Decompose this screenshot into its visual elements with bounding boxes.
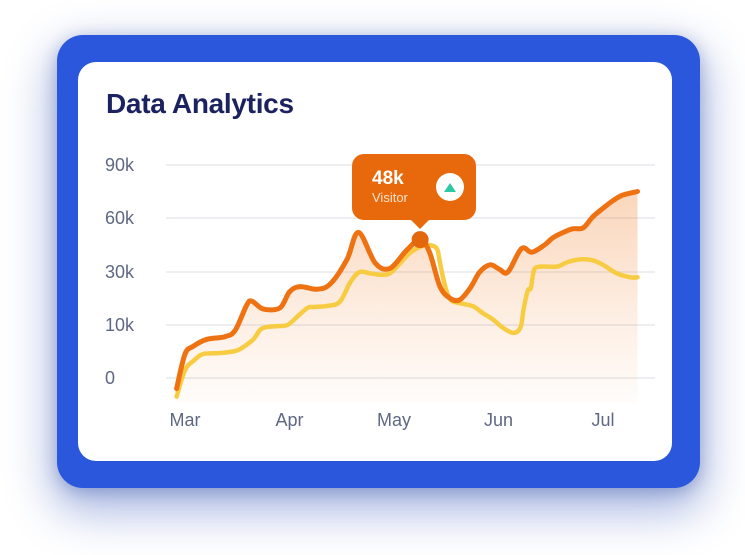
chart-tooltip: 48k Visitor: [352, 154, 476, 229]
x-axis-month-label: Apr: [275, 410, 303, 430]
x-axis-month-label: May: [377, 410, 411, 430]
tooltip-tail: [410, 219, 430, 229]
visitors-area-fill: [176, 191, 638, 403]
tooltip-label: Visitor: [372, 189, 408, 205]
y-axis-tick-label: 60k: [105, 208, 135, 228]
trend-up-icon: [444, 182, 456, 192]
tooltip-value: 48k: [372, 168, 404, 190]
series-line-current[interactable]: [174, 189, 640, 392]
card-title: Data Analytics: [106, 88, 294, 119]
y-axis-tick-label: 10k: [105, 315, 135, 335]
trend-badge: [436, 173, 464, 201]
x-axis-month-label: Jun: [484, 410, 513, 430]
analytics-card: Data Analytics 90k 60k 30k 10k 0 Mar Apr May Jun…: [78, 62, 672, 461]
tooltip-text: 48k Visitor: [372, 168, 408, 206]
visitors-chart[interactable]: 90k 60k 30k 10k 0 Mar Apr May Jun Jul: [78, 62, 672, 461]
x-axis-month-label: Jul: [591, 410, 614, 430]
widget-frame: Data Analytics 90k 60k 30k 10k 0 Mar Apr May Jun…: [57, 35, 700, 488]
y-axis-tick-label: 90k: [105, 155, 135, 175]
x-axis-month-label: Mar: [170, 410, 201, 430]
y-axis-tick-label: 30k: [105, 262, 135, 282]
y-axis-tick-label: 0: [105, 368, 115, 388]
selected-point-marker[interactable]: [411, 231, 429, 249]
